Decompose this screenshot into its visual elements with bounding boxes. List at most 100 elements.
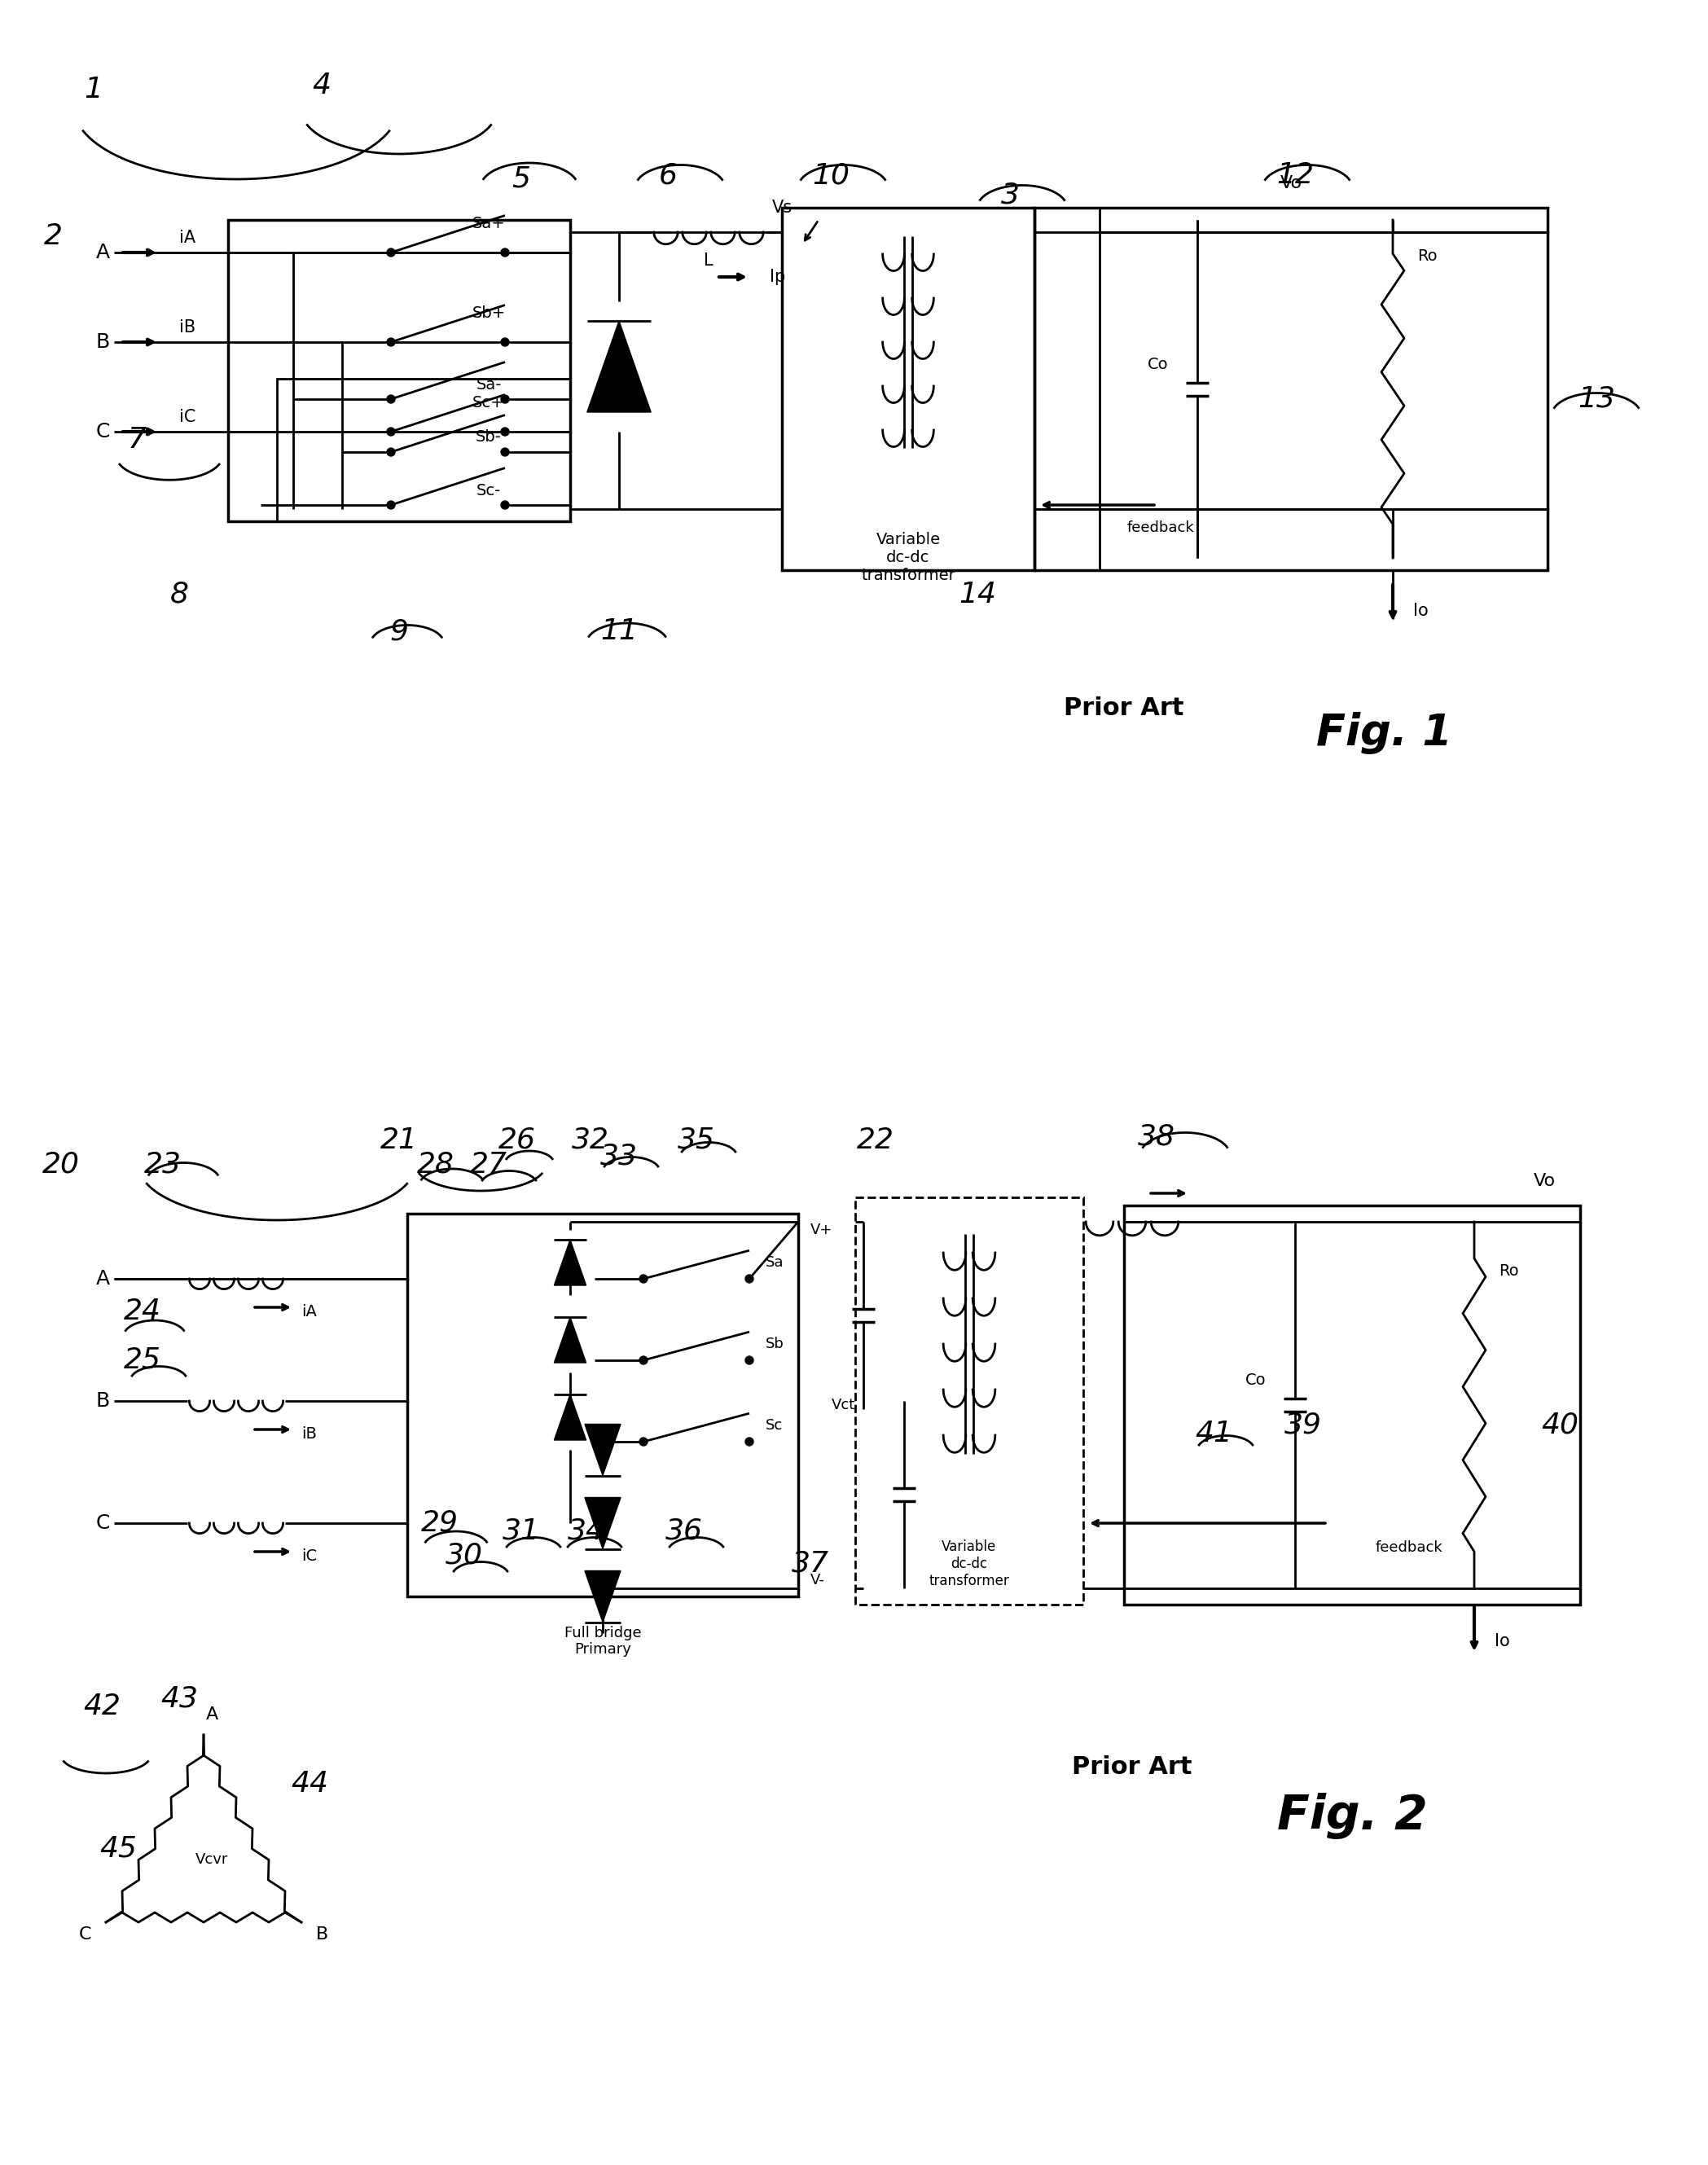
Text: 8: 8	[169, 580, 188, 608]
Text: 31: 31	[502, 1518, 540, 1546]
Circle shape	[388, 338, 395, 346]
Polygon shape	[553, 1316, 586, 1362]
Text: 28: 28	[417, 1152, 454, 1178]
Circle shape	[639, 1355, 647, 1364]
Text: 13: 13	[1578, 385, 1616, 414]
Text: Sc: Sc	[765, 1418, 782, 1433]
Text: 9: 9	[389, 617, 408, 645]
Text: 38: 38	[1138, 1121, 1175, 1150]
Circle shape	[500, 429, 509, 435]
Text: Prior Art: Prior Art	[1064, 697, 1184, 721]
Circle shape	[500, 249, 509, 258]
Circle shape	[388, 429, 395, 435]
Text: 11: 11	[600, 617, 637, 645]
Bar	[782, 208, 1035, 569]
Text: C: C	[96, 422, 109, 442]
Text: iC: iC	[301, 1548, 318, 1563]
Text: iB: iB	[179, 318, 196, 336]
Text: 37: 37	[793, 1550, 828, 1578]
Text: C: C	[79, 1927, 92, 1942]
Polygon shape	[553, 1241, 586, 1286]
Text: 2: 2	[44, 223, 61, 251]
Bar	[856, 1197, 1083, 1604]
Text: 26: 26	[499, 1126, 536, 1154]
Circle shape	[388, 500, 395, 509]
Text: L: L	[704, 253, 714, 268]
Text: 3: 3	[1001, 182, 1020, 210]
Text: B: B	[316, 1927, 328, 1942]
Bar	[1035, 208, 1547, 569]
Text: 30: 30	[446, 1541, 483, 1570]
Polygon shape	[584, 1572, 620, 1622]
Circle shape	[500, 448, 509, 457]
Text: 32: 32	[572, 1126, 610, 1154]
Text: Vo: Vo	[1534, 1173, 1556, 1189]
Text: 5: 5	[512, 165, 531, 193]
Text: 24: 24	[123, 1297, 161, 1325]
Text: iB: iB	[301, 1427, 316, 1442]
Text: 44: 44	[290, 1771, 328, 1797]
Text: iC: iC	[179, 409, 196, 424]
Circle shape	[388, 394, 395, 403]
Text: Variable
dc-dc
transformer: Variable dc-dc transformer	[929, 1539, 1009, 1589]
Text: 43: 43	[161, 1684, 198, 1713]
Text: Ro: Ro	[1418, 249, 1436, 264]
Circle shape	[745, 1355, 753, 1364]
Text: Fig. 1: Fig. 1	[1317, 712, 1454, 753]
Text: Fig. 2: Fig. 2	[1278, 1793, 1428, 1840]
Circle shape	[639, 1438, 647, 1446]
Circle shape	[745, 1275, 753, 1284]
Circle shape	[388, 448, 395, 457]
Circle shape	[500, 338, 509, 346]
Circle shape	[639, 1275, 647, 1284]
Text: 14: 14	[958, 580, 996, 608]
Text: Sa: Sa	[765, 1256, 784, 1271]
Text: iA: iA	[179, 229, 196, 247]
Text: Full bridge
Primary: Full bridge Primary	[564, 1626, 640, 1656]
Bar	[229, 221, 570, 522]
Text: 40: 40	[1541, 1412, 1578, 1440]
Text: feedback: feedback	[1375, 1539, 1443, 1554]
Text: Vo: Vo	[1279, 175, 1301, 191]
Text: A: A	[205, 1706, 219, 1723]
Text: 10: 10	[811, 160, 849, 188]
Text: Io: Io	[1413, 602, 1428, 619]
Text: 20: 20	[43, 1152, 80, 1178]
Text: Vcvr: Vcvr	[195, 1853, 229, 1866]
Text: 1: 1	[84, 76, 102, 104]
Text: 45: 45	[99, 1836, 137, 1862]
Text: 4: 4	[313, 71, 331, 100]
Text: 29: 29	[422, 1509, 458, 1537]
Text: Ip: Ip	[770, 268, 786, 286]
Text: Co: Co	[1245, 1373, 1267, 1388]
Text: 42: 42	[84, 1693, 121, 1721]
Text: Sa-: Sa-	[477, 377, 502, 392]
Text: Ro: Ro	[1498, 1262, 1518, 1277]
Text: 7: 7	[128, 427, 147, 455]
Polygon shape	[553, 1394, 586, 1440]
Text: B: B	[96, 331, 109, 353]
Text: C: C	[96, 1513, 109, 1533]
Text: 25: 25	[123, 1347, 161, 1375]
Polygon shape	[588, 320, 651, 411]
Text: Sa+: Sa+	[471, 216, 506, 232]
Text: 33: 33	[600, 1143, 637, 1171]
Text: Co: Co	[1148, 357, 1168, 372]
Text: Prior Art: Prior Art	[1073, 1756, 1192, 1780]
Text: Io: Io	[1494, 1632, 1510, 1650]
Text: B: B	[96, 1392, 109, 1412]
Text: Sc-: Sc-	[477, 483, 500, 498]
Polygon shape	[584, 1498, 620, 1548]
Text: Vct: Vct	[832, 1399, 856, 1412]
Text: 35: 35	[678, 1126, 716, 1154]
Bar	[1124, 1206, 1580, 1604]
Text: Sb: Sb	[765, 1336, 784, 1351]
Bar	[277, 379, 570, 522]
Text: A: A	[96, 1269, 109, 1288]
Text: Sb-: Sb-	[477, 429, 502, 446]
Text: iA: iA	[301, 1303, 316, 1318]
Text: Variable
dc-dc
transformer: Variable dc-dc transformer	[861, 533, 955, 585]
Text: 12: 12	[1276, 160, 1313, 188]
Text: 39: 39	[1284, 1412, 1322, 1440]
Text: A: A	[96, 242, 109, 262]
